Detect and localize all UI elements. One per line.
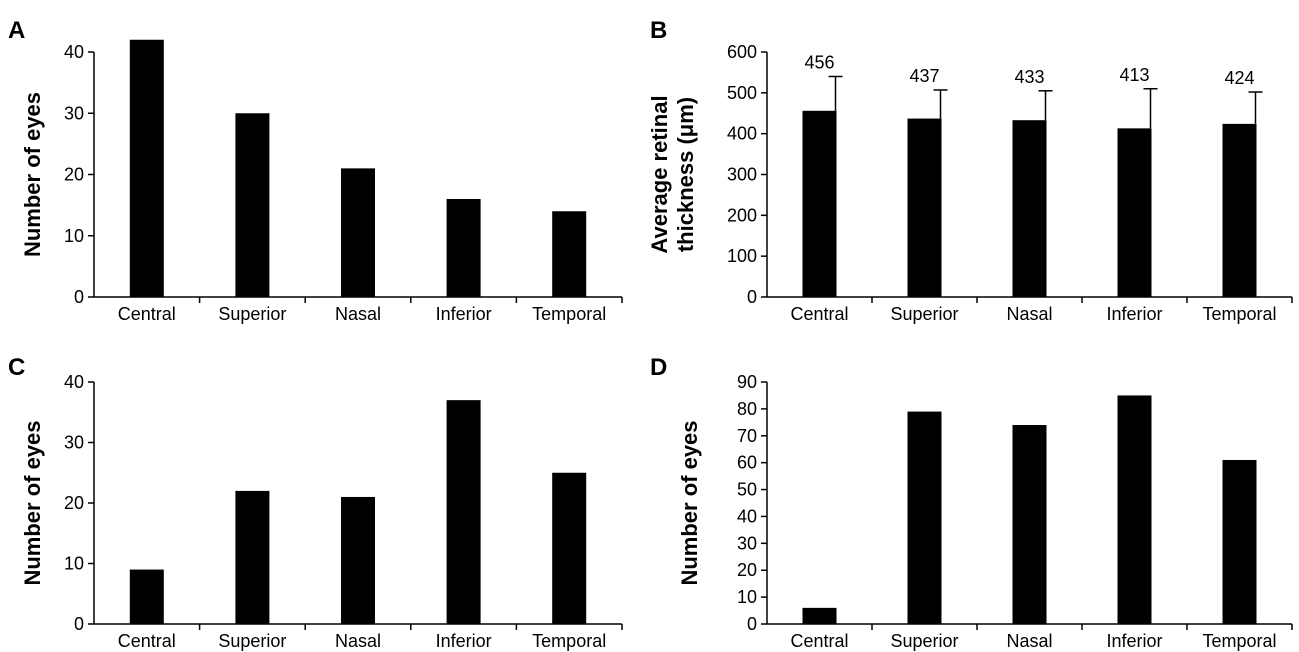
x-category-label: Central xyxy=(790,304,848,324)
y-tick-label: 20 xyxy=(64,165,84,185)
panel-c-chart: C 0 10 20 30 40 Central Superior Nasal Inferior Te… xyxy=(8,354,623,651)
bar-central xyxy=(129,39,164,297)
x-category-label: Temporal xyxy=(532,631,606,651)
y-tick-label: 200 xyxy=(727,205,757,225)
y-tick-label: 40 xyxy=(64,42,84,62)
y-tick-label: 40 xyxy=(737,506,757,526)
y-tick-label: 600 xyxy=(727,42,757,62)
data-label: 424 xyxy=(1224,68,1254,88)
bar-inferior xyxy=(1117,395,1152,624)
x-category-label: Inferior xyxy=(436,304,492,324)
y-tick-label: 80 xyxy=(737,399,757,419)
panel-letter: A xyxy=(8,17,25,44)
x-category-label: Temporal xyxy=(1202,631,1276,651)
bar-nasal xyxy=(1012,120,1047,297)
bar-temporal xyxy=(552,472,587,624)
x-category-label: Nasal xyxy=(1006,631,1052,651)
y-tick-label: 30 xyxy=(737,533,757,553)
x-category-label: Inferior xyxy=(1106,304,1162,324)
x-category-label: Central xyxy=(118,304,176,324)
y-tick-label: 0 xyxy=(747,614,757,634)
bar-central xyxy=(802,110,837,297)
y-axis-label: Number of eyes xyxy=(20,420,45,585)
y-axis-label: thickness (μm) xyxy=(673,97,698,252)
bar-nasal xyxy=(1012,425,1047,624)
y-tick-label: 20 xyxy=(64,493,84,513)
y-tick-label: 30 xyxy=(64,433,84,453)
y-tick-label: 60 xyxy=(737,453,757,473)
bar-central xyxy=(802,607,837,624)
y-tick-label: 0 xyxy=(74,614,84,634)
x-category-label: Nasal xyxy=(335,631,381,651)
data-label: 413 xyxy=(1119,65,1149,85)
y-tick-label: 0 xyxy=(74,287,84,307)
y-tick-label: 400 xyxy=(727,124,757,144)
bar-inferior xyxy=(1117,128,1152,297)
bar-nasal xyxy=(341,496,375,624)
x-category-label: Inferior xyxy=(1106,631,1162,651)
y-axis-label: Number of eyes xyxy=(20,92,45,257)
bar-temporal xyxy=(552,211,587,297)
y-tick-label: 30 xyxy=(64,103,84,123)
x-category-label: Superior xyxy=(218,304,286,324)
data-label: 456 xyxy=(804,53,834,73)
x-category-label: Nasal xyxy=(1006,304,1052,324)
y-tick-label: 20 xyxy=(737,560,757,580)
bar-superior xyxy=(907,411,942,624)
bar-inferior xyxy=(446,199,481,297)
bar-temporal xyxy=(1222,123,1257,297)
y-tick-label: 300 xyxy=(727,165,757,185)
x-category-label: Central xyxy=(118,631,176,651)
bar-inferior xyxy=(446,400,481,624)
bar-superior xyxy=(235,113,270,297)
y-tick-label: 40 xyxy=(64,372,84,392)
x-category-label: Central xyxy=(790,631,848,651)
y-tick-label: 50 xyxy=(737,480,757,500)
y-tick-label: 10 xyxy=(737,587,757,607)
x-category-label: Superior xyxy=(890,631,958,651)
bar-central xyxy=(129,569,164,624)
y-axis-label: Average retinal xyxy=(647,95,672,253)
y-tick-label: 0 xyxy=(747,287,757,307)
x-category-label: Temporal xyxy=(1202,304,1276,324)
panel-letter: C xyxy=(8,354,25,381)
data-label: 433 xyxy=(1014,67,1044,87)
bar-superior xyxy=(907,118,942,297)
y-tick-label: 90 xyxy=(737,372,757,392)
x-category-label: Superior xyxy=(890,304,958,324)
y-tick-label: 70 xyxy=(737,426,757,446)
x-category-label: Inferior xyxy=(436,631,492,651)
bar-superior xyxy=(235,490,270,624)
panel-d-chart: D 0 10 20 30 40 50 60 70 80 90 Central Superior Nasal… xyxy=(650,354,1293,651)
x-category-label: Temporal xyxy=(532,304,606,324)
panel-letter: B xyxy=(650,17,667,44)
panel-b-chart: B 0 100 200 300 400 500 600 Central 456 Superior 43… xyxy=(647,17,1293,324)
panel-a-chart: A 0 10 20 30 40 Central Superior Nasal Inferior Te… xyxy=(8,17,623,324)
bar-temporal xyxy=(1222,459,1257,624)
bar-nasal xyxy=(341,168,375,297)
data-label: 437 xyxy=(909,66,939,86)
y-tick-label: 10 xyxy=(64,554,84,574)
y-tick-label: 10 xyxy=(64,226,84,246)
y-axis-label: Number of eyes xyxy=(677,420,702,585)
y-tick-label: 500 xyxy=(727,83,757,103)
panel-letter: D xyxy=(650,354,667,381)
y-tick-label: 100 xyxy=(727,246,757,266)
x-category-label: Superior xyxy=(218,631,286,651)
x-category-label: Nasal xyxy=(335,304,381,324)
